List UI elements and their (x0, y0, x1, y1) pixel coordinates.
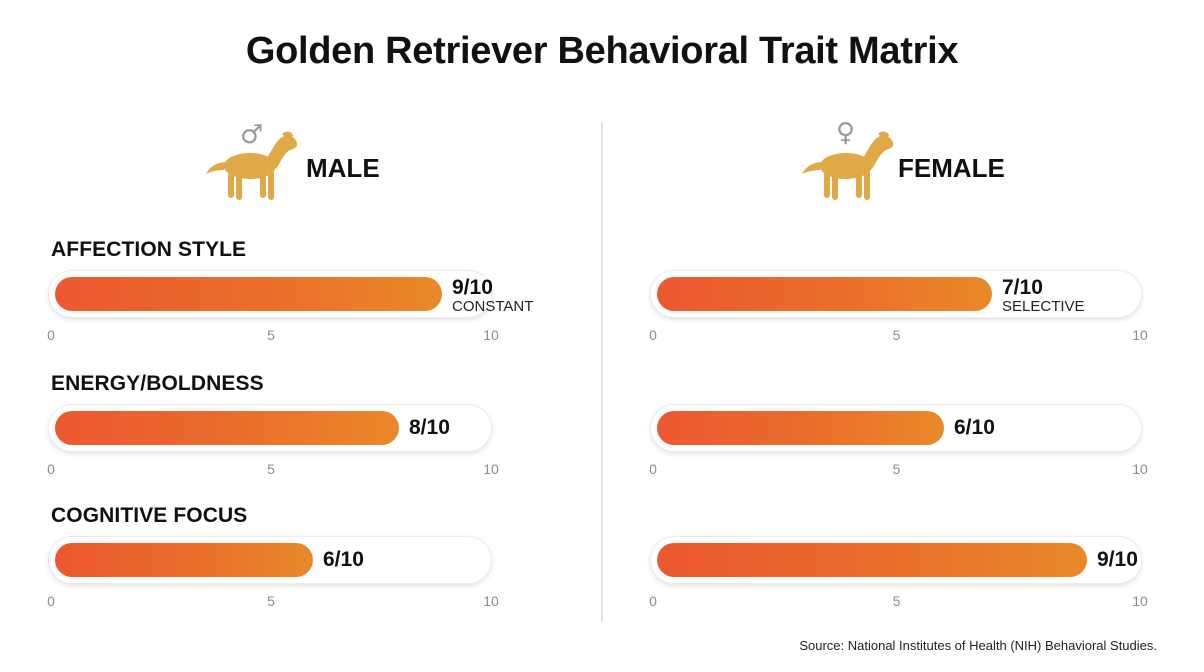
data-label: 8/10 (409, 416, 450, 439)
tick-label: 0 (649, 461, 657, 477)
trait-label: AFFECTION STYLE (51, 238, 247, 261)
tick-label: 10 (483, 593, 499, 609)
tick-label: 10 (1132, 327, 1148, 343)
data-annotation: CONSTANT (452, 298, 534, 315)
bar (55, 411, 399, 445)
tick-label: 0 (47, 461, 55, 477)
tick-label: 5 (267, 593, 275, 609)
bar-track (651, 537, 1141, 583)
tick-label: 10 (483, 327, 499, 343)
bar (657, 411, 944, 445)
tick-label: 10 (1132, 461, 1148, 477)
bar (55, 543, 313, 577)
data-annotation: SELECTIVE (1002, 298, 1085, 315)
bar (657, 277, 992, 311)
bar-track (651, 271, 1141, 317)
source-note: Source: National Institutes of Health (N… (799, 638, 1157, 653)
trait-label: ENERGY/BOLDNESS (51, 372, 264, 395)
bar (657, 543, 1087, 577)
dog-icon (206, 131, 298, 200)
tick-label: 0 (47, 593, 55, 609)
trait-label: COGNITIVE FOCUS (51, 504, 248, 527)
tick-label: 10 (483, 461, 499, 477)
bar-track (49, 271, 491, 317)
tick-label: 0 (649, 593, 657, 609)
bar-track (49, 405, 491, 451)
tick-label: 5 (267, 461, 275, 477)
data-label: 9/10 (1097, 548, 1138, 571)
chart-title: Golden Retriever Behavioral Trait Matrix (245, 30, 959, 72)
data-label: 6/10 (954, 416, 995, 439)
male-label: MALE (306, 153, 380, 183)
bar-track (651, 405, 1141, 451)
tick-label: 0 (649, 327, 657, 343)
tick-label: 5 (892, 593, 901, 609)
data-label: 6/10 (323, 548, 364, 571)
panel-divider (601, 122, 603, 622)
tick-label: 5 (892, 461, 901, 477)
tick-label: 0 (47, 327, 55, 343)
tick-label: 5 (892, 327, 901, 343)
data-label: 9/10 (452, 276, 493, 299)
female-symbol-icon: ♀ (836, 118, 856, 148)
female-label: FEMALE (898, 153, 1005, 183)
bar-track (49, 537, 491, 583)
tick-label: 10 (1132, 593, 1148, 609)
bar (55, 277, 442, 311)
male-symbol-icon: ♂ (240, 120, 264, 150)
dog-icon (802, 131, 894, 200)
data-label: 7/10 (1002, 276, 1043, 299)
tick-label: 5 (267, 327, 275, 343)
